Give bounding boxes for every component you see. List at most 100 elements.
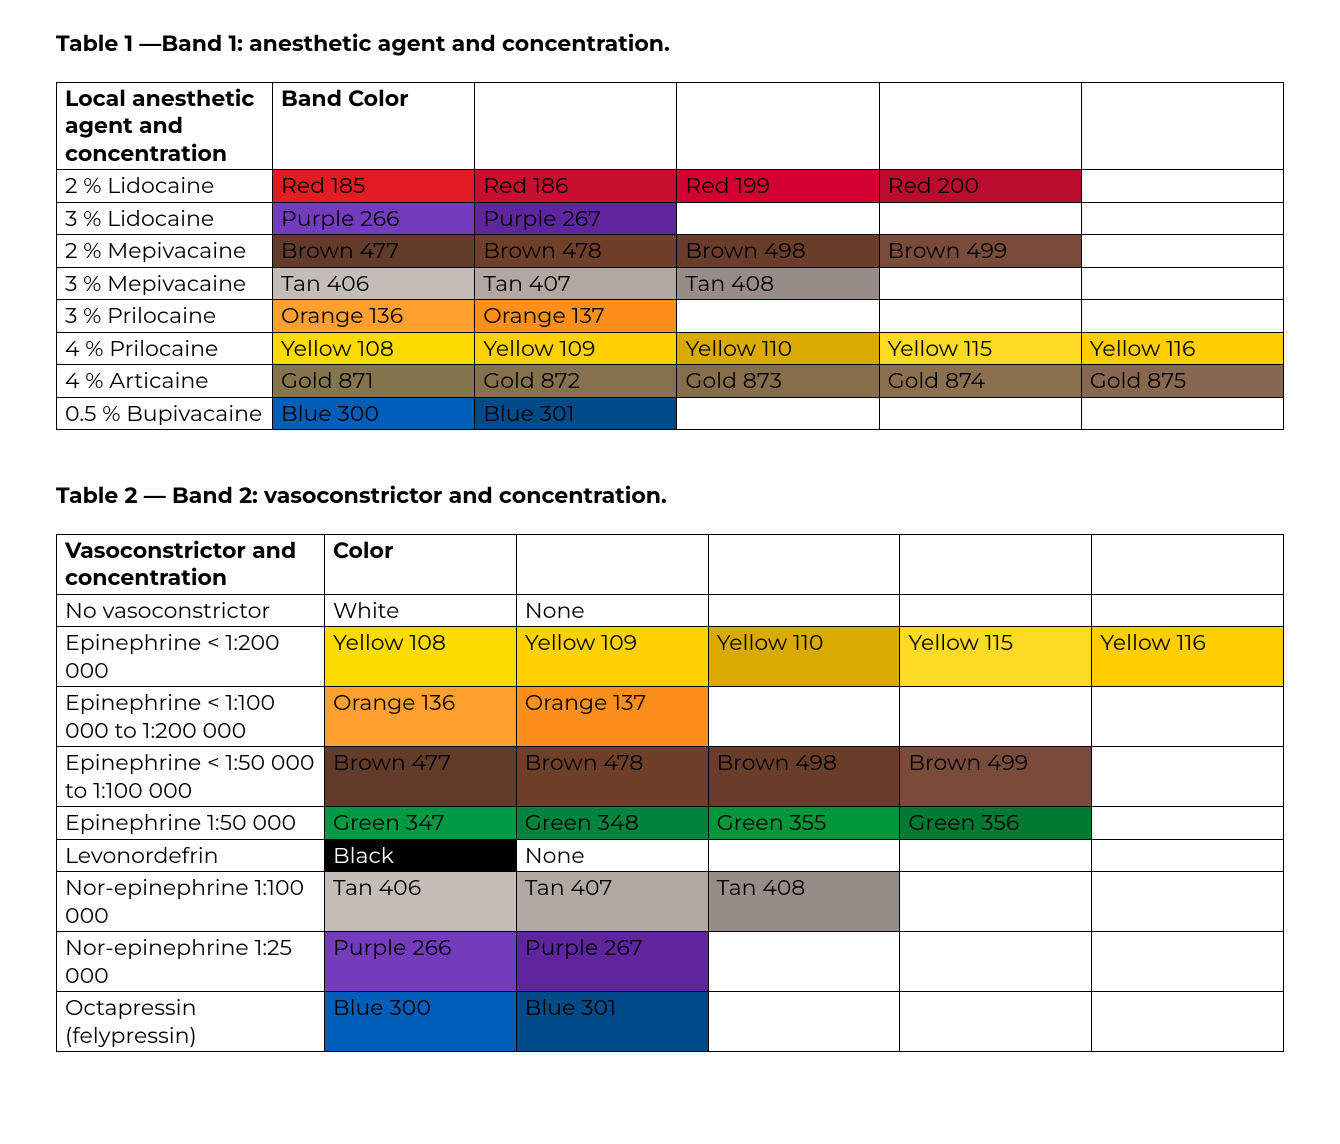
color-swatch-cell: Red 200: [879, 170, 1081, 203]
color-swatch-cell: Orange 137: [475, 300, 677, 333]
table-row: Nor-epinephrine 1:100 000Tan 406Tan 407T…: [57, 872, 1284, 932]
color-swatch-cell: [1092, 687, 1284, 747]
row-label: 3 % Lidocaine: [57, 202, 273, 235]
table-row: 2 % MepivacaineBrown 477Brown 478Brown 4…: [57, 235, 1284, 268]
color-swatch-cell: Red 186: [475, 170, 677, 203]
table-row: Nor-epinephrine 1:25 000Purple 266Purple…: [57, 932, 1284, 992]
row-label: 3 % Mepivacaine: [57, 267, 273, 300]
color-swatch-cell: Orange 136: [325, 687, 517, 747]
color-swatch-cell: Gold 872: [475, 365, 677, 398]
table2-header-cell: Vasoconstrictor and concentration: [57, 534, 325, 594]
color-swatch-cell: [708, 992, 900, 1052]
table1-header-cell: [1081, 82, 1283, 170]
color-swatch-cell: Gold 871: [273, 365, 475, 398]
table-row: Epinephrine < 1:100 000 to 1:200 000Oran…: [57, 687, 1284, 747]
table1: Local anesthetic agent and concentration…: [56, 82, 1284, 431]
color-swatch-cell: [677, 300, 879, 333]
table1-header-cell: [677, 82, 879, 170]
color-swatch-cell: Yellow 110: [677, 332, 879, 365]
table2-header-cell: [900, 534, 1092, 594]
row-label: Nor-epinephrine 1:25 000: [57, 932, 325, 992]
table2-body: Vasoconstrictor and concentration Color …: [57, 534, 1284, 1052]
color-swatch-cell: Brown 477: [325, 747, 517, 807]
color-swatch-cell: Blue 301: [516, 992, 708, 1052]
color-swatch-cell: Tan 407: [475, 267, 677, 300]
table-row: Epinephrine 1:50 000Green 347Green 348 Gr…: [57, 807, 1284, 840]
table-header-row: Local anesthetic agent and concentration…: [57, 82, 1284, 170]
color-swatch-cell: Brown 477: [273, 235, 475, 268]
table1-title: Table 1 —Band 1: anesthetic agent and co…: [56, 30, 1284, 58]
table-row: 4 % PrilocaineYellow 108Yellow 109Yellow…: [57, 332, 1284, 365]
color-swatch-cell: Gold 873: [677, 365, 879, 398]
row-label: No vasoconstrictor: [57, 594, 325, 627]
color-swatch-cell: White: [325, 594, 517, 627]
color-swatch-cell: Orange 136: [273, 300, 475, 333]
row-label: Levonordefrin: [57, 839, 325, 872]
color-swatch-cell: [1092, 872, 1284, 932]
table2-header-cell: [516, 534, 708, 594]
color-swatch-cell: Brown 499: [879, 235, 1081, 268]
color-swatch-cell: Purple 267: [475, 202, 677, 235]
row-label: 2 % Lidocaine: [57, 170, 273, 203]
color-swatch-cell: Purple 266: [325, 932, 517, 992]
color-swatch-cell: Red 199: [677, 170, 879, 203]
table-row: 3 % MepivacaineTan 406Tan 407Tan 408: [57, 267, 1284, 300]
color-swatch-cell: Green 347: [325, 807, 517, 840]
table2-header-cell: [708, 534, 900, 594]
color-swatch-cell: [708, 687, 900, 747]
color-swatch-cell: Yellow 116: [1092, 627, 1284, 687]
row-label: Nor-epinephrine 1:100 000: [57, 872, 325, 932]
row-label: 4 % Prilocaine: [57, 332, 273, 365]
table-row: 3 % PrilocaineOrange 136Orange 137: [57, 300, 1284, 333]
color-swatch-cell: Tan 406: [325, 872, 517, 932]
color-swatch-cell: [1081, 202, 1283, 235]
table-row: 4 % ArticaineGold 871Gold 872Gold 873Gol…: [57, 365, 1284, 398]
color-swatch-cell: Tan 406: [273, 267, 475, 300]
row-label: 4 % Articaine: [57, 365, 273, 398]
color-swatch-cell: [900, 687, 1092, 747]
table-row: Octapressin (felypressin)Blue 300Blue 30…: [57, 992, 1284, 1052]
color-swatch-cell: [677, 202, 879, 235]
color-swatch-cell: [900, 872, 1092, 932]
color-swatch-cell: Brown 478: [475, 235, 677, 268]
table-row: 0.5 % BupivacaineBlue 300Blue 301: [57, 397, 1284, 430]
table1-header-cell: Local anesthetic agent and concentration: [57, 82, 273, 170]
table-row: Epinephrine < 1:200 000Yellow 108 Yellow …: [57, 627, 1284, 687]
row-label: 0.5 % Bupivacaine: [57, 397, 273, 430]
color-swatch-cell: Tan 408: [708, 872, 900, 932]
color-swatch-cell: [677, 397, 879, 430]
color-swatch-cell: [900, 839, 1092, 872]
row-label: Octapressin (felypressin): [57, 992, 325, 1052]
row-label: Epinephrine < 1:200 000: [57, 627, 325, 687]
color-swatch-cell: Blue 300: [273, 397, 475, 430]
table-row: 2 % LidocaineRed 185Red 186Red 199Red 20…: [57, 170, 1284, 203]
color-swatch-cell: Brown 498: [708, 747, 900, 807]
color-swatch-cell: [1081, 267, 1283, 300]
table-row: Epinephrine < 1:50 000 to 1:100 000Brown…: [57, 747, 1284, 807]
color-swatch-cell: Purple 267: [516, 932, 708, 992]
color-swatch-cell: Orange 137: [516, 687, 708, 747]
row-label: Epinephrine < 1:100 000 to 1:200 000: [57, 687, 325, 747]
table1-header-cell: [879, 82, 1081, 170]
color-swatch-cell: Gold 874: [879, 365, 1081, 398]
color-swatch-cell: None: [516, 594, 708, 627]
color-swatch-cell: Yellow 115: [879, 332, 1081, 365]
color-swatch-cell: None: [516, 839, 708, 872]
color-swatch-cell: Green 348: [516, 807, 708, 840]
color-swatch-cell: Yellow 109: [475, 332, 677, 365]
table-row: 3 % LidocainePurple 266Purple 267: [57, 202, 1284, 235]
color-swatch-cell: [879, 202, 1081, 235]
table1-body: Local anesthetic agent and concentration…: [57, 82, 1284, 430]
table-row: No vasoconstrictorWhiteNone: [57, 594, 1284, 627]
color-swatch-cell: [708, 839, 900, 872]
color-swatch-cell: Tan 408: [677, 267, 879, 300]
color-swatch-cell: [1081, 235, 1283, 268]
table2-header-cell: Color: [325, 534, 517, 594]
color-swatch-cell: Green 356: [900, 807, 1092, 840]
color-swatch-cell: Yellow 108: [325, 627, 517, 687]
table2-title: Table 2 — Band 2: vasoconstrictor and co…: [56, 482, 1284, 510]
color-swatch-cell: Yellow 116: [1081, 332, 1283, 365]
row-label: Epinephrine 1:50 000: [57, 807, 325, 840]
color-swatch-cell: Gold 875: [1081, 365, 1283, 398]
table2: Vasoconstrictor and concentration Color …: [56, 534, 1284, 1053]
